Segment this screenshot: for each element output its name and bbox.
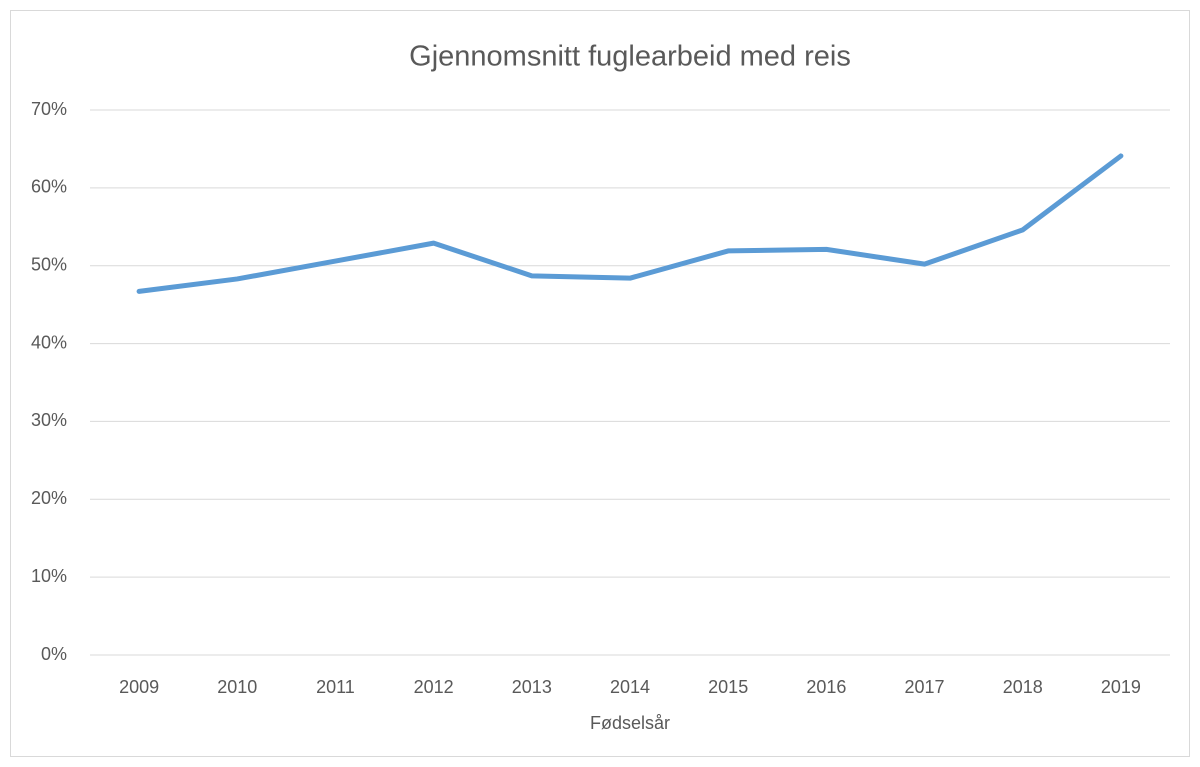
x-tick-label: 2018 [1003, 677, 1043, 697]
y-tick-label: 40% [31, 332, 67, 352]
x-tick-label: 2015 [708, 677, 748, 697]
x-tick-label: 2012 [414, 677, 454, 697]
x-axis-label: Fødselsår [590, 713, 670, 733]
y-tick-label: 10% [31, 566, 67, 586]
y-tick-label: 50% [31, 254, 67, 274]
x-tick-label: 2010 [217, 677, 257, 697]
x-tick-label: 2014 [610, 677, 650, 697]
x-tick-label: 2013 [512, 677, 552, 697]
y-tick-label: 70% [31, 99, 67, 119]
x-tick-label: 2019 [1101, 677, 1141, 697]
chart-title: Gjennomsnitt fuglearbeid med reis [409, 41, 851, 73]
chart-border [10, 10, 1190, 757]
line-series [136, 153, 1124, 294]
y-tick-label: 30% [31, 410, 67, 430]
y-tick-label: 20% [31, 488, 67, 508]
x-tick-label: 2009 [119, 677, 159, 697]
x-tick-label: 2011 [316, 677, 355, 697]
y-tick-label: 0% [41, 644, 67, 664]
x-tick-label: 2016 [806, 677, 846, 697]
x-tick-label: 2017 [905, 677, 945, 697]
y-tick-label: 60% [31, 177, 67, 197]
